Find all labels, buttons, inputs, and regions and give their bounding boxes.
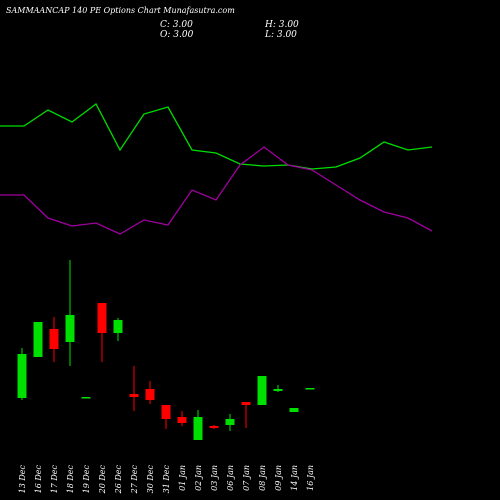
candle-body [113, 320, 123, 333]
indicator-line [0, 146, 433, 235]
x-tick-label: 26 Dec [114, 464, 123, 494]
x-tick-label: 08 Jan [258, 465, 267, 491]
indicator-line [0, 103, 433, 170]
candle-body [289, 408, 299, 412]
x-tick-label: 14 Jan [290, 465, 299, 491]
candle-body [305, 388, 315, 390]
x-tick-label: 19 Dec [82, 464, 91, 493]
candle-body [161, 405, 171, 419]
x-tick-label: 31 Dec [162, 464, 171, 493]
candle-body [49, 329, 59, 349]
x-tick-label: 16 Jan [306, 465, 315, 491]
x-tick-label: 17 Dec [50, 464, 59, 493]
x-tick-label: 02 Jan [194, 465, 203, 491]
x-tick-label: 03 Jan [210, 465, 219, 491]
candle-body [209, 426, 219, 428]
x-tick-label: 06 Jan [226, 465, 235, 491]
x-tick-label: 27 Dec [130, 464, 139, 494]
x-tick-label: 01 Jan [178, 465, 187, 491]
candle-body [241, 402, 251, 405]
candle-body [81, 397, 91, 399]
x-tick-label: 30 Dec [146, 464, 155, 493]
x-tick-label: 18 Dec [66, 464, 75, 493]
candle-body [145, 389, 155, 400]
x-tick-label: 13 Dec [18, 464, 27, 493]
candle-body [129, 394, 139, 397]
ohlc-open: O: 3.00 [160, 30, 194, 40]
candle-body [273, 389, 283, 391]
chart-title: SAMMAANCAP 140 PE Options Chart Munafasu… [6, 6, 235, 15]
candle-body [257, 376, 267, 405]
candle-body [17, 354, 27, 398]
candle-body [177, 417, 187, 423]
candle-body [33, 322, 43, 357]
ohlc-close: C: 3.00 [160, 20, 193, 30]
x-tick-label: 16 Dec [34, 464, 43, 493]
x-tick-label: 09 Jan [274, 465, 283, 491]
ohlc-low: L: 3.00 [264, 30, 297, 40]
x-tick-label: 07 Jan [242, 465, 251, 491]
candle-body [65, 315, 75, 342]
candle-body [97, 303, 107, 333]
candle-body [193, 417, 203, 440]
candle-body [225, 419, 235, 425]
ohlc-high: H: 3.00 [264, 20, 299, 30]
x-tick-label: 20 Dec [98, 464, 107, 494]
